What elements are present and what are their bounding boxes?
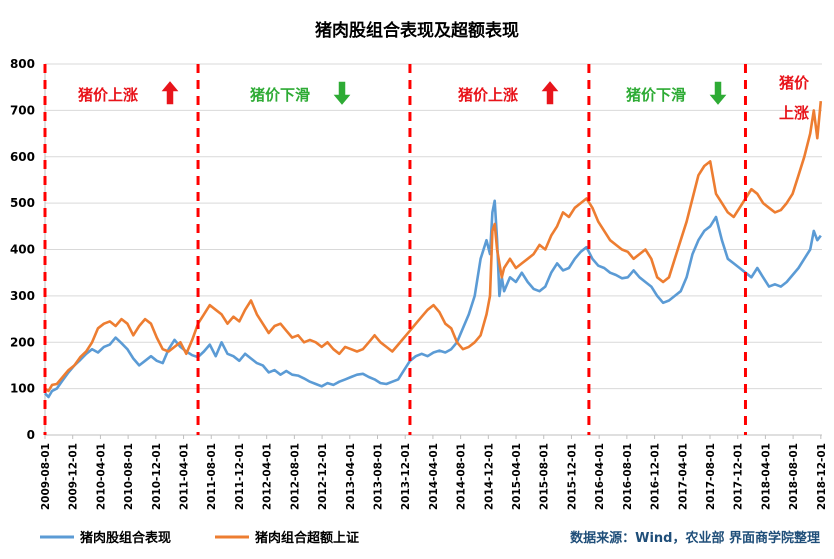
x-tick-label: 2010-04-01 [95,443,107,510]
x-tick-label: 2012-12-01 [317,443,329,510]
y-tick-label: 800 [10,57,35,71]
x-tick-label: 2012-04-01 [262,443,274,510]
x-tick-label: 2015-08-01 [539,443,551,510]
axes: 0 100 200 300 400 500 600 700 800 2009-08-01 2009-… [10,57,828,510]
x-tick-label: 2010-12-01 [151,443,163,510]
x-tick-label: 2017-08-01 [705,443,717,510]
x-tick-label: 2013-04-01 [345,443,357,510]
series-layer [44,100,823,399]
up-arrow-icon [538,78,562,106]
phase-dividers [43,64,747,435]
x-tick-label: 2015-04-01 [511,443,523,510]
phase-label: 猪价下滑 [249,86,310,104]
x-tick-label: 2014-04-01 [428,443,440,510]
x-tick-label: 2017-12-01 [733,443,745,510]
legend-label: 猪肉组合超额上证 [254,530,359,546]
down-arrow-icon [330,80,354,108]
x-tick-label: 2018-04-01 [760,443,772,510]
y-tick-label: 400 [10,243,35,257]
x-tick-label: 2010-08-01 [123,443,135,510]
grid [45,63,822,436]
down-arrow-icon [706,80,730,108]
x-tick-label: 2018-08-01 [788,443,800,510]
legend: 猪肉股组合表现 猪肉组合超额上证 数据来源：Wind，农业部 界面商学院整理 [40,530,820,546]
x-tick-label: 2011-08-01 [206,443,218,510]
y-tick-label: 700 [10,103,35,117]
series-line-2 [44,100,823,393]
phase-label: 猪价下滑 [625,86,686,104]
x-tick-label: 2018-12-01 [816,443,828,510]
phase-label: 猪价 [778,74,810,92]
y-tick-label: 200 [10,335,35,349]
phase-label: 猪价上涨 [77,86,138,104]
x-tick-label: 2013-08-01 [372,443,384,510]
x-tick-label: 2014-12-01 [483,443,495,510]
y-tick-label: 600 [10,150,35,164]
y-tick-label: 500 [10,196,35,210]
up-arrow-icon [158,78,182,106]
x-tick-label: 2016-12-01 [650,443,662,510]
x-tick-label: 2011-12-01 [234,443,246,510]
chart-title: 猪肉股组合表现及超额表现 [315,20,519,41]
legend-label: 猪肉股组合表现 [79,530,171,546]
x-tick-label: 2017-04-01 [677,443,689,510]
x-tick-label: 2015-12-01 [566,443,578,510]
x-tick-label: 2014-08-01 [456,443,468,510]
x-tick-label: 2009-08-01 [40,443,52,510]
y-tick-label: 100 [10,382,35,396]
x-tick-label: 2016-04-01 [594,443,606,510]
x-tick-label: 2012-08-01 [289,443,301,510]
y-tick-label: 300 [10,289,35,303]
x-tick-label: 2013-12-01 [400,443,412,510]
x-tick-label: 2011-04-01 [179,443,191,510]
series-line-1 [44,199,822,399]
phase-label: 上涨 [779,104,809,122]
x-tick-label: 2009-12-01 [68,443,80,510]
data-source: 数据来源：Wind，农业部 界面商学院整理 [570,530,820,546]
phase-label: 猪价上涨 [457,86,518,104]
y-tick-label: 0 [27,428,35,442]
x-tick-label: 2016-08-01 [622,443,634,510]
